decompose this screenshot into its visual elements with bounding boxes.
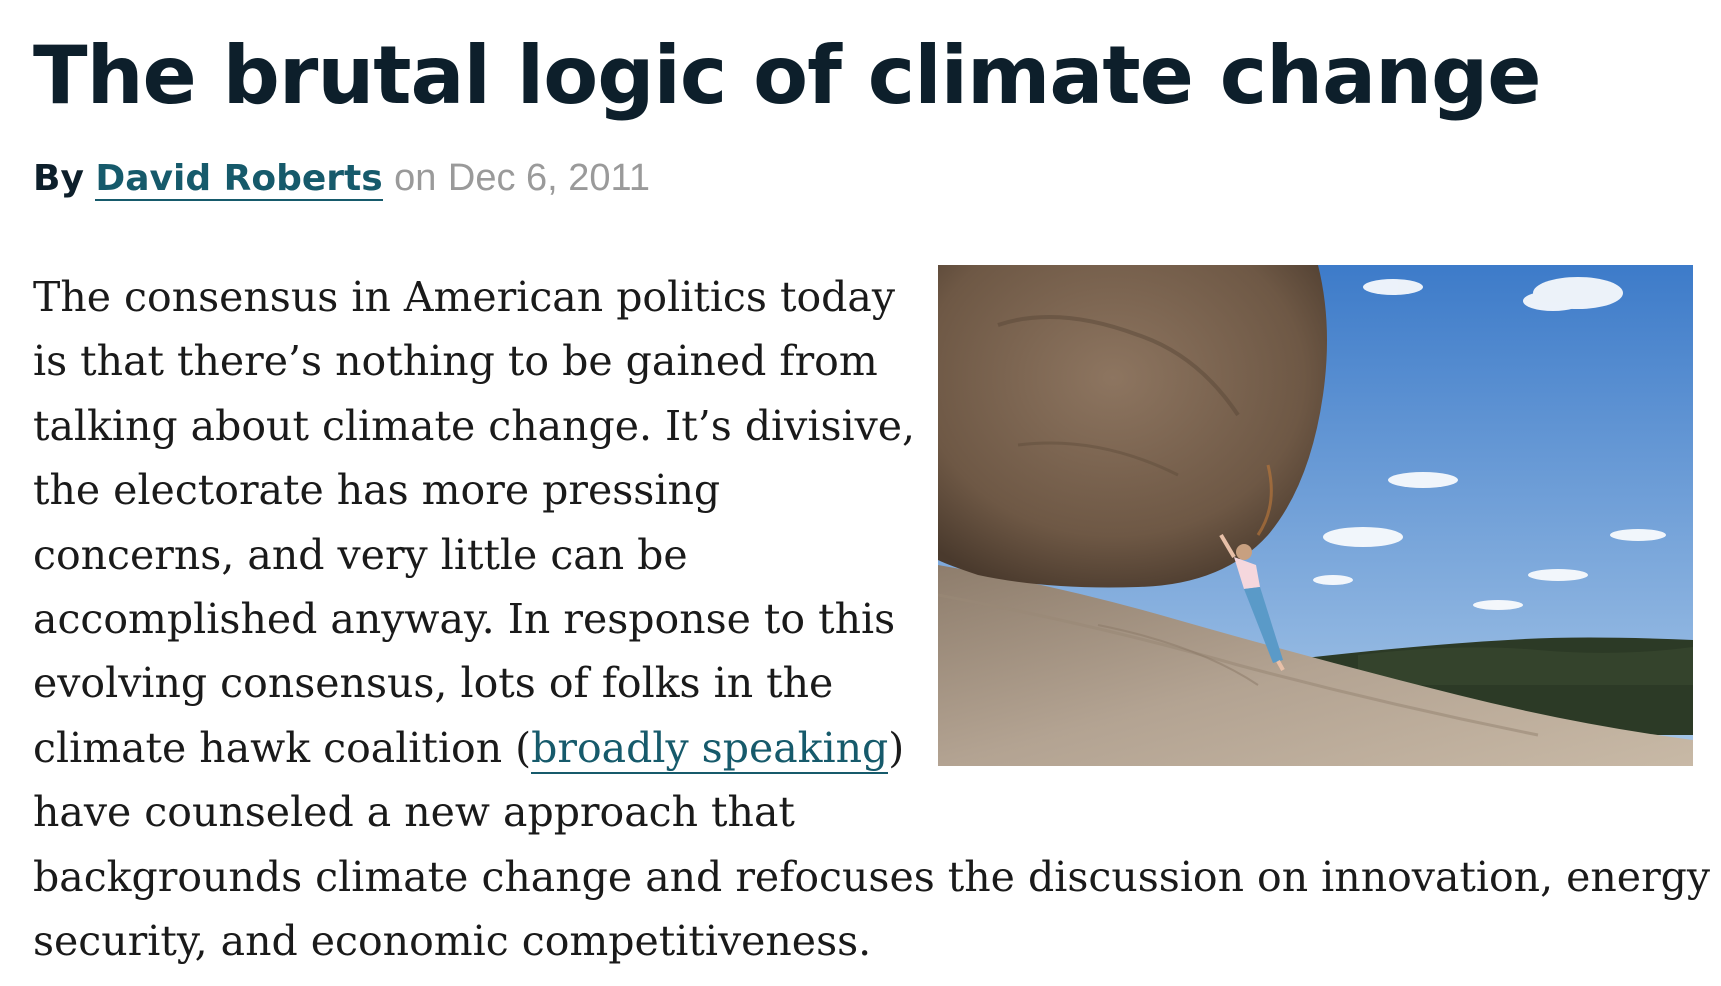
paragraph-text: climate hawk coalition ( xyxy=(33,723,532,772)
article-headline: The brutal logic of climate change xyxy=(33,29,1542,122)
paragraph-text: ) xyxy=(888,723,905,772)
publish-date: Dec 6, 2011 xyxy=(447,157,650,199)
paragraph-line: concerns, and very little can be xyxy=(33,530,688,579)
byline-by-label: By xyxy=(33,158,84,199)
paragraph-line: is that there’s nothing to be gained fro… xyxy=(33,337,878,386)
byline: By David Roberts on Dec 6, 2011 xyxy=(33,157,650,201)
paragraph-line: backgrounds climate change and refocuses… xyxy=(33,852,1711,901)
paragraph-line: accomplished anyway. In response to this xyxy=(33,595,896,644)
author-link[interactable]: David Roberts xyxy=(95,158,383,201)
boulder-push-photo-icon xyxy=(938,265,1693,766)
paragraph-line-with-link: climate hawk coalition (broadly speaking… xyxy=(33,716,1693,780)
article-hero-image xyxy=(938,265,1693,766)
byline-on-label: on xyxy=(394,157,437,199)
paragraph-line: have counseled a new approach that xyxy=(33,788,795,837)
paragraph-line: security, and economic competitiveness. xyxy=(33,917,872,966)
paragraph-line: evolving consensus, lots of folks in the xyxy=(33,659,834,708)
paragraph-line: talking about climate change. It’s divis… xyxy=(33,401,916,450)
paragraph-line: the electorate has more pressing xyxy=(33,466,721,515)
broadly-speaking-link[interactable]: broadly speaking xyxy=(531,723,889,774)
paragraph-line: The consensus in American politics today xyxy=(33,273,895,321)
article-body-paragraph: The consensus in American politics today… xyxy=(33,265,1711,973)
